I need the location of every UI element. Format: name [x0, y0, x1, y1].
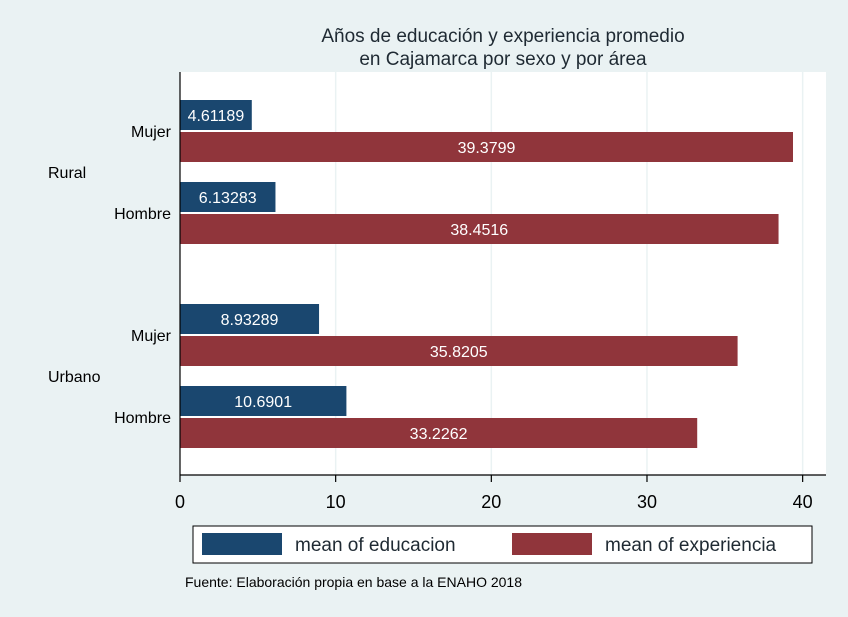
data-label-educacion: 10.6901 [234, 394, 292, 411]
x-tick-label-10: 10 [326, 492, 346, 512]
data-label-experiencia: 35.8205 [430, 344, 488, 361]
category-label: Mujer [131, 124, 172, 141]
label-layer: 4.61189 39.3799 Mujer 6.13283 38.4516 Hombre R… [48, 108, 516, 443]
bar-educacion [180, 100, 252, 130]
data-label-experiencia: 38.4516 [450, 222, 508, 239]
bar-layer [180, 100, 793, 448]
bar-experiencia [180, 132, 793, 162]
x-tick-label-0: 0 [175, 492, 185, 512]
legend-swatch-educacion [202, 533, 282, 555]
bar-educacion [180, 182, 276, 212]
tick-layer: 0 10 20 30 40 [175, 475, 813, 512]
bar-educacion [180, 386, 347, 416]
category-label: Hombre [114, 410, 171, 427]
group-label: Rural [48, 165, 86, 182]
x-tick-label-40: 40 [793, 492, 813, 512]
bar-experiencia [180, 336, 738, 366]
category-label: Mujer [131, 328, 172, 345]
data-label-experiencia: 39.3799 [458, 140, 516, 157]
chart-note: Fuente: Elaboración propia en base a la … [185, 574, 522, 590]
chart-title-line-2: en Cajamarca por sexo y por área [359, 49, 647, 70]
legend-box [192, 525, 813, 564]
bar-educacion [180, 304, 320, 334]
category-label: Hombre [114, 206, 171, 223]
chart-title-line-1: Años de educación y experiencia promedio [321, 26, 684, 47]
x-tick-label-30: 30 [637, 492, 657, 512]
data-label-educacion: 4.61189 [188, 108, 245, 125]
legend-swatch-experiencia [512, 533, 592, 555]
bar-experiencia [180, 214, 779, 244]
bar-experiencia [180, 418, 698, 448]
x-tick-label-20: 20 [481, 492, 501, 512]
legend-label-educacion: mean of educacion [295, 535, 456, 556]
data-label-educacion: 8.93289 [221, 312, 279, 329]
data-label-experiencia: 33.2262 [410, 426, 468, 443]
group-label: Urbano [48, 369, 101, 386]
data-label-educacion: 6.13283 [199, 190, 257, 207]
legend-label-experiencia: mean of experiencia [605, 535, 777, 556]
